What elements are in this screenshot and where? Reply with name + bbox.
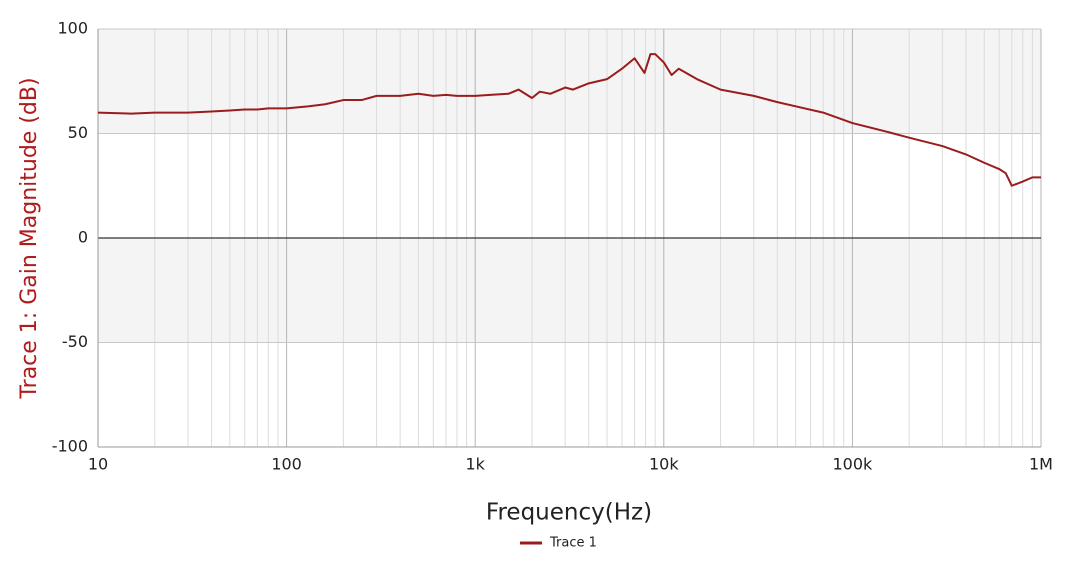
y-axis-title: Trace 1: Gain Magnitude (dB) (17, 77, 42, 399)
y-tick-label: -50 (62, 332, 88, 351)
y-tick-label: 100 (57, 19, 88, 38)
x-tick-label: 100 (271, 455, 302, 474)
x-tick-label: 1k (465, 455, 485, 474)
y-tick-label: 0 (78, 228, 88, 247)
y-tick-label: -100 (52, 437, 88, 456)
y-tick-label: 50 (68, 123, 88, 142)
x-tick-label: 10 (88, 455, 108, 474)
legend-label: Trace 1 (549, 536, 597, 551)
band (98, 238, 1041, 343)
band (98, 29, 1041, 134)
x-tick-label: 10k (649, 455, 679, 474)
x-axis-title: Frequency(Hz) (486, 500, 652, 526)
x-tick-label: 100k (832, 455, 873, 474)
trace-line (97, 53, 1041, 187)
x-tick-label: 1M (1029, 455, 1053, 474)
